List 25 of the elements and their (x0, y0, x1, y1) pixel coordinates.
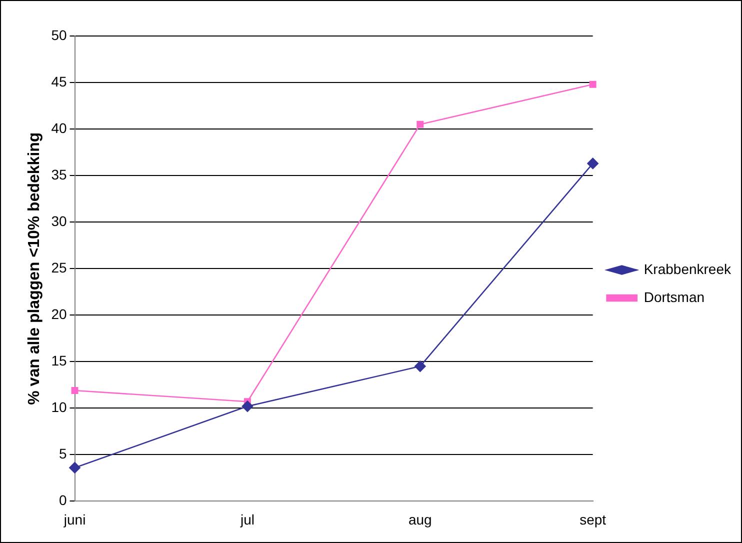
y-tick-label: 10 (51, 399, 67, 416)
point (242, 400, 254, 412)
legend-label: Dortsman (644, 288, 705, 305)
y-tick-label: 15 (51, 352, 67, 368)
y-tick-label: 25 (51, 259, 67, 276)
point (587, 158, 598, 170)
y-tick-label: 30 (51, 212, 67, 229)
legend-label: Krabbenkreek (644, 260, 732, 277)
x-tick-label: sept (580, 511, 606, 528)
y-tick-label: 0 (58, 492, 67, 508)
x-tick-label: juni (62, 511, 86, 528)
y-tick-label: 35 (51, 166, 67, 182)
point (589, 80, 596, 88)
y-tick-label: 45 (51, 73, 67, 90)
point (414, 360, 426, 372)
y-tick-label: 40 (51, 120, 67, 136)
point (69, 462, 80, 474)
y-tick-label: 5 (58, 446, 67, 462)
x-tick-label: jul (239, 511, 254, 528)
x-tick-label: aug (408, 511, 432, 528)
y-axis-title: % van alle plaggen <10% bedekking (26, 132, 44, 405)
y-tick-label: 20 (51, 306, 67, 322)
y-tick-label: 50 (51, 26, 67, 43)
point (71, 387, 78, 394)
point (416, 120, 424, 128)
